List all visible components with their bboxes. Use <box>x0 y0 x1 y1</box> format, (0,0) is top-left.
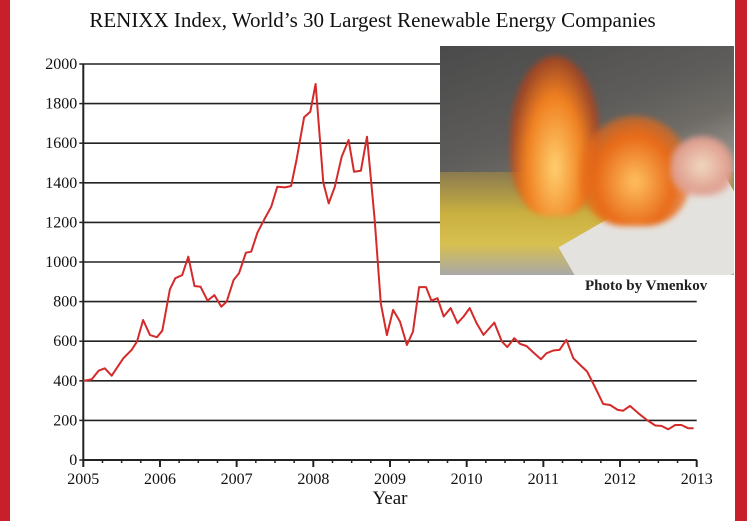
x-tick-label: 2007 <box>221 471 253 488</box>
x-tick-label: 2011 <box>528 471 559 488</box>
photo-flame <box>670 136 734 196</box>
x-axis-label: Year <box>372 488 408 509</box>
y-tick-label: 0 <box>69 452 77 469</box>
burning-paper-photo <box>440 46 734 275</box>
photo-caption: Photo by Vmenkov <box>583 278 710 295</box>
y-tick-label: 2000 <box>45 56 77 73</box>
x-tick-label: 2006 <box>144 471 176 488</box>
x-tick-label: 2012 <box>604 471 636 488</box>
frame-left-border <box>0 0 10 521</box>
frame-right-border <box>735 0 747 521</box>
chart-title: RENIXX Index, World’s 30 Largest Renewab… <box>89 8 656 32</box>
series-line <box>83 83 694 431</box>
y-tick-label: 800 <box>53 294 77 311</box>
y-tick-label: 600 <box>53 333 77 350</box>
x-tick-label: 2013 <box>681 471 713 488</box>
y-tick-label: 1000 <box>45 254 77 271</box>
x-tick-label: 2009 <box>374 471 406 488</box>
y-tick-label: 200 <box>53 412 77 429</box>
x-tick-label: 2008 <box>297 471 329 488</box>
x-tick-label: 2005 <box>67 471 99 488</box>
y-tick-label: 1400 <box>45 175 77 192</box>
y-tick-label: 1800 <box>45 96 77 113</box>
y-tick-label: 400 <box>53 373 77 390</box>
x-tick-label: 2010 <box>451 471 483 488</box>
y-tick-label: 1600 <box>45 135 77 152</box>
y-tick-label: 1200 <box>45 214 77 231</box>
